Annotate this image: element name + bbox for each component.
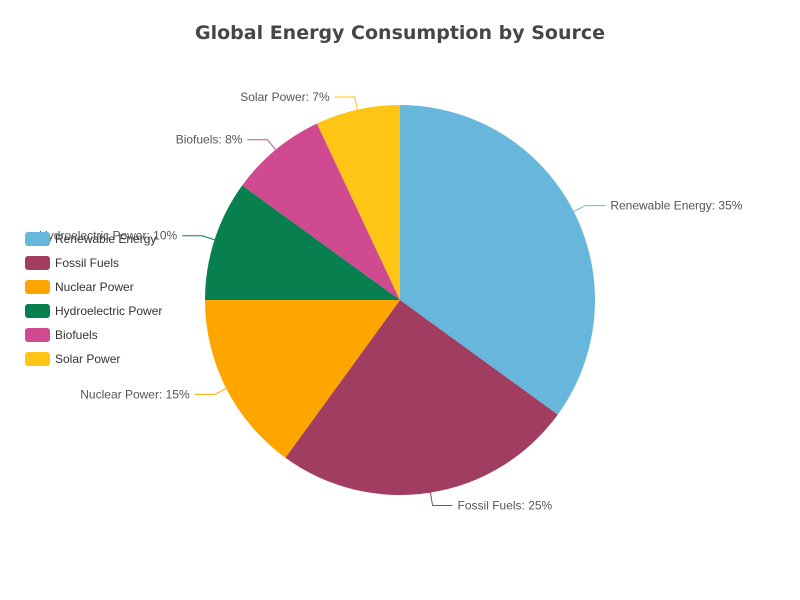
slice-label-fossil-fuels: Fossil Fuels: 25%	[458, 498, 553, 512]
legend-label: Nuclear Power	[55, 280, 134, 294]
legend-swatch	[25, 304, 50, 318]
pie-slice-biofuels[interactable]	[242, 123, 400, 301]
legend-label: Hydroelectric Power	[55, 304, 162, 318]
pie-slice-hydroelectric-power[interactable]	[205, 185, 400, 300]
legend-swatch	[25, 280, 50, 294]
slice-label-renewable-energy: Renewable Energy: 35%	[610, 199, 742, 213]
legend-item-renewable-energy[interactable]: Renewable Energy	[25, 232, 156, 246]
legend-item-biofuels[interactable]: Biofuels	[25, 328, 98, 342]
pie-slice-fossil-fuels[interactable]	[285, 300, 558, 495]
slice-label-hydroelectric-power: Hydroelectric Power: 10%	[39, 229, 177, 243]
legend-swatch	[25, 352, 50, 366]
legend-swatch	[25, 328, 50, 342]
slice-label-solar-power: Solar Power: 7%	[240, 90, 330, 104]
chart-title: Global Energy Consumption by Source	[195, 22, 605, 44]
slice-label-nuclear-power: Nuclear Power: 15%	[80, 387, 190, 401]
legend-label: Biofuels	[55, 328, 98, 342]
leader-line-renewable-energy	[573, 205, 606, 212]
slices-layer	[205, 105, 595, 495]
legend-item-fossil-fuels[interactable]: Fossil Fuels	[25, 256, 119, 270]
leader-line-hydroelectric-power	[182, 235, 215, 241]
leader-line-solar-power	[334, 96, 358, 110]
pie-slice-nuclear-power[interactable]	[205, 300, 400, 458]
leader-line-fossil-fuels	[430, 492, 453, 506]
slice-labels-layer: Renewable Energy: 35% Fossil Fuels: 25% Nu…	[39, 90, 743, 512]
legend-label: Renewable Energy	[55, 232, 156, 246]
leader-line-nuclear-power	[194, 388, 227, 395]
legend-label: Solar Power	[55, 352, 120, 366]
pie-slice-renewable-energy[interactable]	[400, 105, 595, 415]
legend-item-nuclear-power[interactable]: Nuclear Power	[25, 280, 134, 294]
legend-swatch	[25, 232, 50, 246]
leader-line-biofuels	[247, 139, 277, 151]
legend-item-hydroelectric-power[interactable]: Hydroelectric Power	[25, 304, 162, 318]
legend: Renewable Energy Fossil Fuels Nuclear Powe…	[25, 232, 162, 366]
slice-label-biofuels: Biofuels: 8%	[176, 133, 243, 147]
legend-swatch	[25, 256, 50, 270]
legend-label: Fossil Fuels	[55, 256, 119, 270]
legend-item-solar-power[interactable]: Solar Power	[25, 352, 120, 366]
pie-slice-solar-power[interactable]	[316, 105, 400, 300]
